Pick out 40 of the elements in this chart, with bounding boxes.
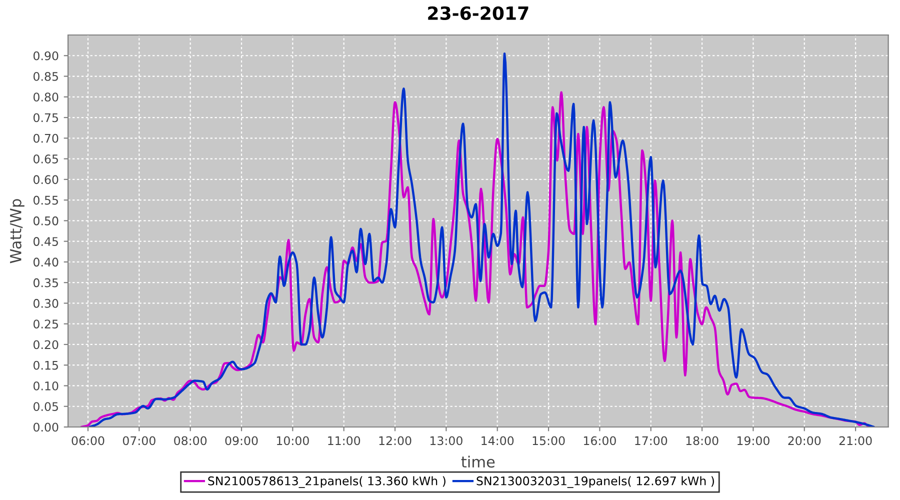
x-tick-label: 16:00 bbox=[584, 436, 616, 446]
x-tick-label: 08:00 bbox=[174, 436, 207, 446]
y-tick-label: 0.60 bbox=[34, 175, 58, 184]
x-axis-title: time bbox=[461, 456, 495, 468]
y-tick-label: 0.40 bbox=[34, 258, 58, 267]
y-tick-label: 0.30 bbox=[34, 298, 58, 308]
x-tick-label: 20:00 bbox=[788, 436, 821, 446]
x-tick-label: 11:00 bbox=[328, 436, 360, 446]
x-tick-label: 15:00 bbox=[532, 436, 565, 446]
legend-label: SN2100578613_21panels( 13.360 kWh ) bbox=[208, 476, 446, 488]
y-tick-label: 0.55 bbox=[34, 196, 58, 205]
x-tick-label: 17:00 bbox=[635, 436, 668, 446]
y-axis-title: Watt/Wp bbox=[10, 199, 24, 264]
y-tick-label: 0.20 bbox=[34, 340, 58, 350]
x-tick-label: 06:00 bbox=[72, 436, 104, 446]
x-tick-label: 09:00 bbox=[225, 436, 258, 446]
x-tick-label: 21:00 bbox=[839, 436, 872, 446]
y-tick-label: 0.70 bbox=[34, 134, 58, 143]
x-tick-label: 12:00 bbox=[379, 436, 412, 446]
y-tick-label: 0.35 bbox=[34, 278, 58, 288]
legend-label: SN2130032031_19panels( 12.697 kWh ) bbox=[476, 476, 714, 488]
y-tick-label: 0.15 bbox=[34, 360, 58, 370]
x-tick-label: 19:00 bbox=[737, 436, 770, 446]
y-tick-label: 0.05 bbox=[34, 402, 58, 412]
y-tick-label: 0.90 bbox=[34, 51, 58, 60]
y-tick-label: 0.80 bbox=[34, 92, 58, 102]
y-tick-label: 0.85 bbox=[34, 72, 58, 81]
x-tick-label: 13:00 bbox=[430, 436, 462, 446]
x-tick-label: 10:00 bbox=[276, 436, 309, 446]
y-tick-label: 0.00 bbox=[34, 422, 58, 432]
x-tick-label: 18:00 bbox=[686, 436, 718, 446]
y-tick-label: 0.10 bbox=[34, 381, 58, 390]
y-tick-label: 0.25 bbox=[34, 320, 58, 328]
y-tick-label: 0.75 bbox=[34, 113, 58, 122]
chart-title: 23-6-2017 bbox=[428, 6, 528, 20]
y-tick-label: 0.65 bbox=[34, 154, 58, 164]
y-tick-label: 0.45 bbox=[34, 237, 58, 246]
x-tick-label: 07:00 bbox=[122, 436, 156, 446]
x-tick-label: 14:00 bbox=[482, 436, 514, 446]
y-tick-label: 0.50 bbox=[34, 216, 58, 226]
